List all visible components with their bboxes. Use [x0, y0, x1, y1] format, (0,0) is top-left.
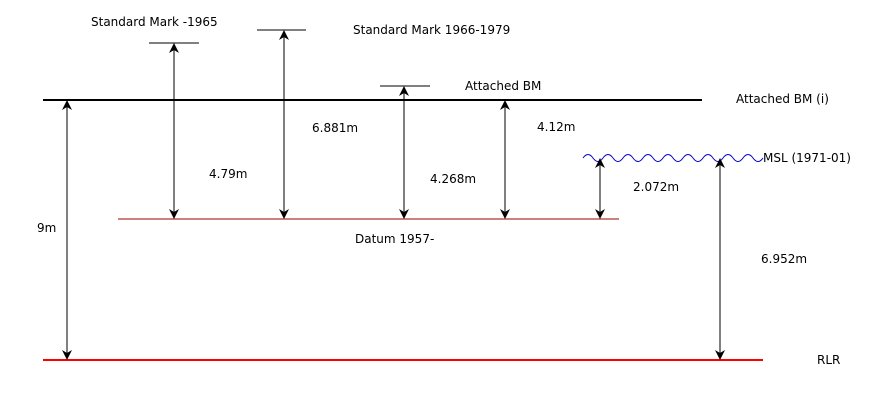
value-datum-to-attached-bm-mark: 4.268m — [430, 172, 476, 186]
label-standard-mark-1966-1979: Standard Mark 1966-1979 — [353, 23, 510, 37]
label-standard-mark-1965: Standard Mark -1965 — [91, 15, 218, 29]
value-datum-to-msl: 2.072m — [633, 180, 679, 194]
value-datum-to-attached-bm-i: 4.12m — [537, 120, 575, 134]
label-datum: Datum 1957- — [355, 232, 434, 246]
label-attached-bm: Attached BM — [465, 79, 541, 93]
value-rlr-to-msl: 6.952m — [761, 252, 807, 266]
label-rlr: RLR — [817, 353, 840, 367]
value-datum-to-standard-mark-1965: 4.79m — [209, 167, 247, 181]
label-msl: MSL (1971-01) — [763, 151, 851, 165]
value-rlr-to-attached-bm: 9m — [37, 221, 56, 235]
value-datum-to-standard-mark-1966-1979: 6.881m — [312, 121, 358, 135]
label-attached-bm-i: Attached BM (i) — [736, 92, 829, 106]
msl-wave — [582, 154, 764, 162]
